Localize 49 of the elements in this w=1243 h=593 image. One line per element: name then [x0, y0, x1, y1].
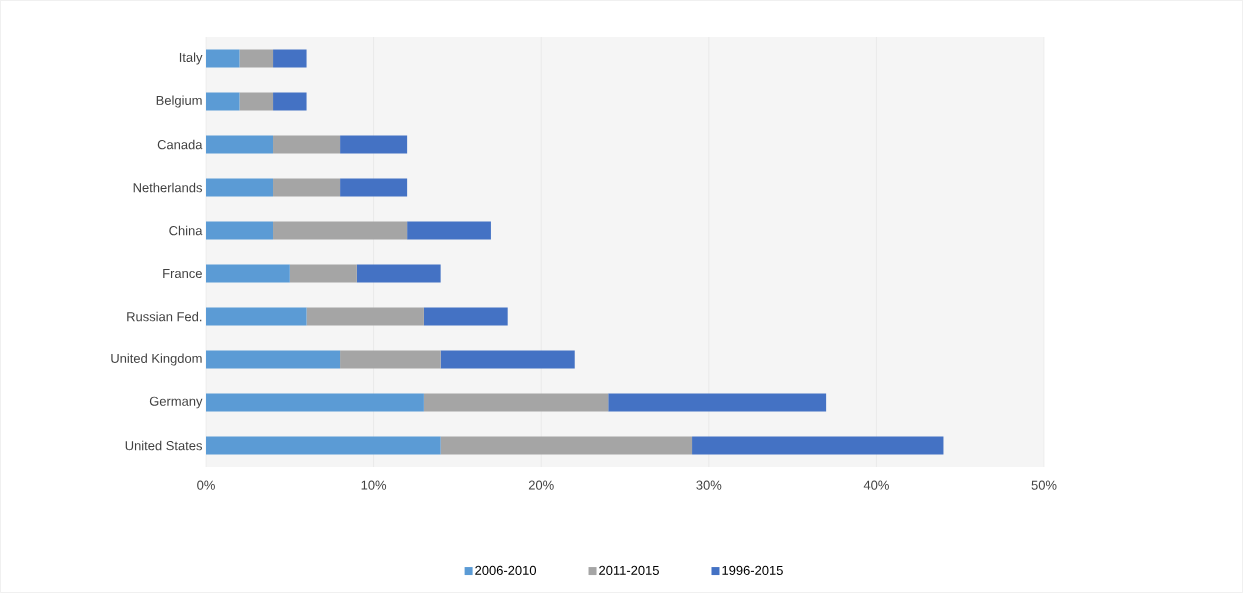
bar: [273, 221, 408, 240]
x-tick-label: 40%: [863, 480, 889, 490]
bar: [206, 393, 424, 412]
bar: [206, 49, 240, 68]
y-tick-label: Italy: [179, 52, 203, 65]
y-tick-label: Germany: [149, 396, 203, 409]
x-tick-label: 20%: [528, 480, 554, 490]
x-tick-label: 30%: [696, 480, 722, 490]
bar: [206, 350, 341, 369]
bar: [407, 221, 491, 240]
bar: [273, 135, 341, 154]
bar: [289, 264, 357, 283]
bar: [340, 350, 441, 369]
bar: [239, 49, 274, 68]
y-tick-label: China: [169, 225, 203, 236]
y-tick-label: Belgium: [156, 95, 202, 108]
y-tick-label: Russian Fed.: [127, 311, 202, 322]
bar: [423, 307, 508, 326]
bar: [340, 178, 408, 197]
x-tick-label: 10%: [361, 480, 387, 490]
y-tick-label: Netherlands: [133, 182, 203, 193]
bar: [273, 49, 307, 68]
bar: [440, 436, 693, 455]
x-tick-label: 50%: [1031, 480, 1057, 490]
bar: [356, 264, 441, 283]
legend-label: 2006-2010: [475, 565, 537, 575]
x-tick-label: 0%: [197, 480, 215, 490]
y-tick-label: France: [163, 268, 202, 279]
bar: [340, 135, 408, 154]
legend-label: 1996-2015: [722, 565, 783, 575]
bar: [206, 307, 307, 326]
y-tick-label: Canada: [157, 139, 203, 150]
bar: [239, 92, 274, 111]
bar: [206, 264, 290, 283]
y-tick-label: United Kingdom: [111, 353, 202, 366]
bar: [608, 393, 827, 412]
bar: [692, 436, 944, 455]
legend-label: 2011-2015: [599, 565, 659, 575]
bar: [206, 135, 274, 154]
bar: [440, 350, 575, 369]
y-tick-label: United States: [125, 440, 202, 451]
bar: [206, 436, 441, 455]
bar: [206, 92, 240, 111]
bar: [273, 178, 341, 197]
bar: [273, 92, 307, 111]
bar: [306, 307, 424, 326]
bar: [423, 393, 609, 412]
bar: [206, 221, 274, 240]
bar: [206, 178, 274, 197]
